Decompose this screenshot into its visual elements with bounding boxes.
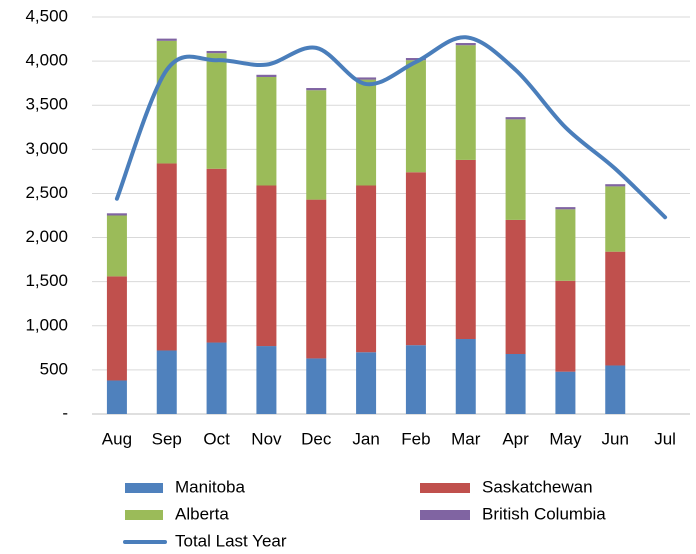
bar (405, 172, 426, 346)
bar (156, 350, 177, 414)
bar (256, 346, 277, 414)
bar (356, 77, 377, 80)
x-tick-label: Feb (401, 429, 430, 448)
y-tick-label: 4,500 (25, 6, 68, 25)
bar (206, 342, 227, 414)
bar (455, 339, 476, 414)
legend-swatch (125, 510, 163, 520)
x-tick-label: Jan (352, 429, 379, 448)
bar (405, 345, 426, 414)
y-tick-label: 2,500 (25, 183, 68, 202)
bar (306, 90, 327, 200)
bar (605, 186, 626, 252)
legend-label: British Columbia (482, 504, 606, 523)
bar (156, 40, 177, 164)
bar (206, 50, 227, 54)
bar (356, 352, 377, 414)
bar (106, 215, 127, 277)
bar (256, 74, 277, 77)
legend-swatch (125, 483, 163, 493)
bar (555, 280, 576, 372)
bar (256, 185, 277, 347)
x-tick-label: Dec (301, 429, 332, 448)
y-tick-label: 3,500 (25, 95, 68, 114)
bar (455, 45, 476, 160)
legend-label: Alberta (175, 504, 229, 523)
line (114, 35, 668, 220)
x-tick-label: May (549, 429, 582, 448)
bar (306, 358, 327, 414)
legend-swatch (420, 510, 470, 520)
legend-label: Manitoba (175, 477, 245, 496)
bar (156, 163, 177, 351)
bar (505, 219, 526, 355)
bar (455, 43, 476, 46)
x-tick-label: Jun (602, 429, 629, 448)
bar (505, 117, 526, 120)
bar (405, 60, 426, 173)
bar (605, 184, 626, 187)
x-tick-label: Mar (451, 429, 481, 448)
bar (505, 119, 526, 220)
bar (505, 354, 526, 414)
bar (356, 79, 377, 186)
bar (555, 371, 576, 414)
y-tick-label: 1,000 (25, 315, 68, 334)
bar (555, 209, 576, 281)
x-tick-label: Nov (251, 429, 282, 448)
bar (106, 213, 127, 216)
y-tick-label: 3,000 (25, 139, 68, 158)
bar (356, 185, 377, 353)
y-tick-label: 4,000 (25, 51, 68, 70)
x-tick-label: Aug (102, 429, 132, 448)
bar (306, 199, 327, 359)
y-tick-label: - (62, 403, 68, 422)
bar (405, 58, 426, 61)
bar (156, 38, 177, 41)
bar (455, 159, 476, 340)
bar (306, 88, 327, 91)
bar (206, 168, 227, 343)
legend-label: Total Last Year (175, 531, 287, 550)
bar (605, 251, 626, 366)
bar (555, 207, 576, 210)
x-tick-label: Apr (502, 429, 529, 448)
bar (605, 365, 626, 414)
x-tick-label: Oct (203, 429, 230, 448)
y-tick-label: 1,500 (25, 271, 68, 290)
y-tick-label: 2,000 (25, 227, 68, 246)
x-tick-label: Jul (654, 429, 676, 448)
bar (106, 380, 127, 414)
bar (206, 53, 227, 169)
bar (256, 76, 277, 186)
bar (106, 276, 127, 381)
legend-label: Saskatchewan (482, 477, 593, 496)
y-tick-label: 500 (40, 359, 68, 378)
x-tick-label: Sep (152, 429, 182, 448)
legend-swatch (420, 483, 470, 493)
